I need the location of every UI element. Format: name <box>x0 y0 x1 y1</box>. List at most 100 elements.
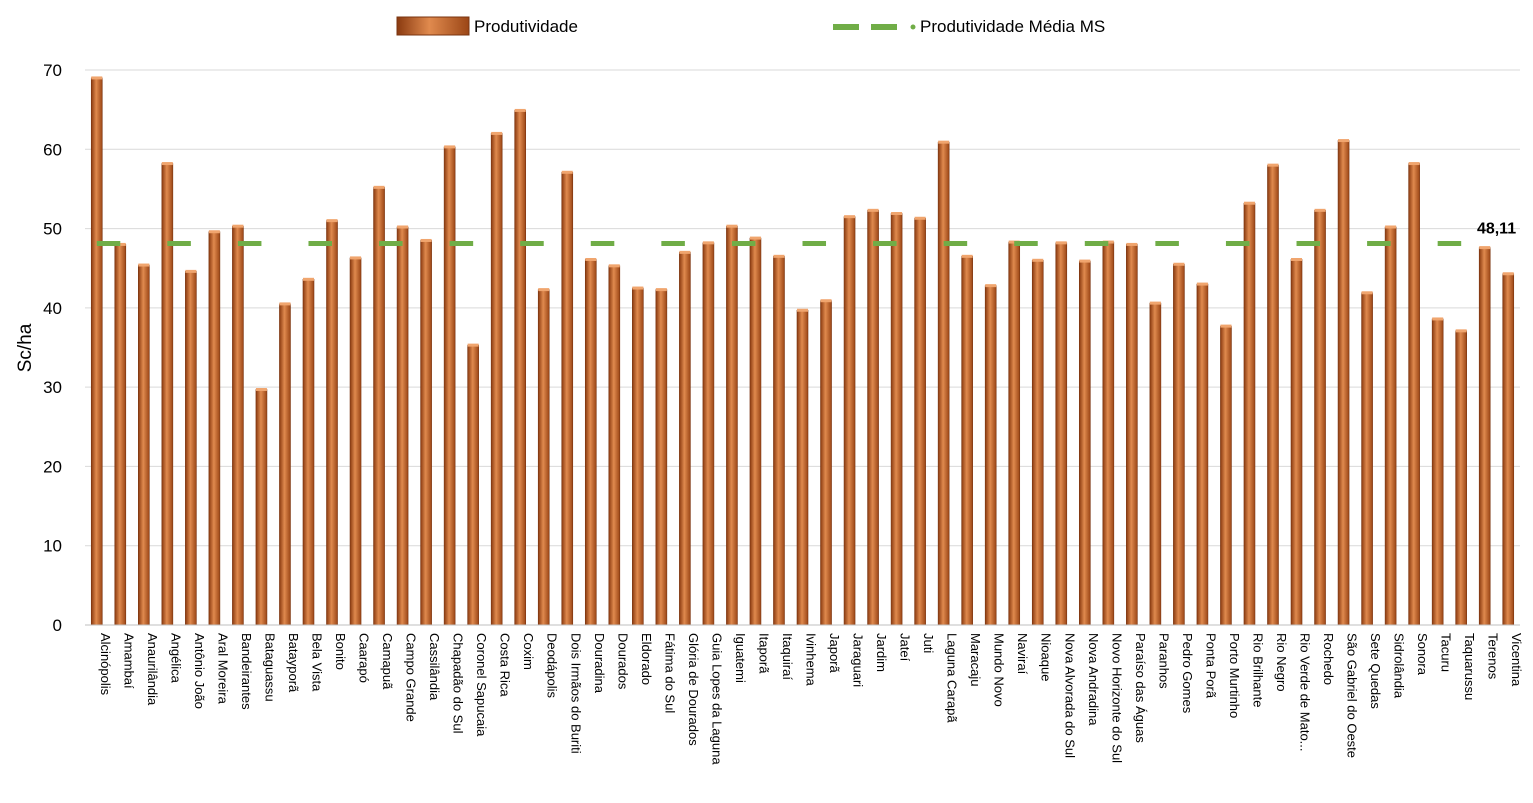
x-category-label: Terenos <box>1486 633 1501 680</box>
x-category-label: Tacuru <box>1439 633 1454 672</box>
bar <box>514 108 527 626</box>
x-category-label: Douradina <box>592 633 607 694</box>
bar-cap <box>1408 162 1420 166</box>
bar-cap <box>1173 262 1185 266</box>
x-category-label: Vicentina <box>1509 633 1524 687</box>
average-value-label: 48,11 <box>1477 221 1516 238</box>
bar <box>796 308 809 626</box>
bar-body <box>914 217 926 626</box>
bar-body <box>843 216 856 626</box>
bar-cap <box>232 224 244 228</box>
legend-dot-average <box>910 24 916 30</box>
bar-body <box>302 279 315 626</box>
bar-cap <box>467 343 479 347</box>
bar <box>1267 163 1279 626</box>
bar-cap <box>373 185 385 189</box>
bar <box>702 241 715 626</box>
bar-body <box>326 220 338 626</box>
y-tick-label: 60 <box>43 140 62 159</box>
bar-cap <box>726 224 738 228</box>
bar <box>185 269 197 626</box>
bar-cap <box>702 241 714 245</box>
x-category-label: Fátima do Sul <box>662 633 677 713</box>
x-category-label: Bonito <box>333 633 348 670</box>
bar <box>1502 272 1515 626</box>
bar <box>420 238 432 626</box>
bar <box>138 263 150 626</box>
bar-body <box>514 110 527 626</box>
bar-body <box>90 77 103 626</box>
bar-cap <box>1032 258 1044 262</box>
x-category-label: Novo Horizonte do Sul <box>1109 633 1124 763</box>
bar-body <box>679 252 691 626</box>
bar <box>984 284 997 626</box>
bar-cap <box>91 76 103 80</box>
x-category-label: Paraíso das Águas <box>1133 633 1148 743</box>
bar-body <box>467 344 479 626</box>
x-category-label: Dois Irmãos do Buriti <box>568 633 583 754</box>
x-category-label: Chapadão do Sul <box>451 633 466 734</box>
bar <box>1196 282 1209 626</box>
bar <box>1361 291 1373 626</box>
bar <box>1220 324 1232 626</box>
bar-body <box>561 171 574 626</box>
x-category-label: Antônio João <box>192 633 207 709</box>
y-tick-label: 50 <box>43 220 62 239</box>
bar <box>396 225 409 626</box>
bar-body <box>1173 263 1185 626</box>
x-category-label: Sidrolândia <box>1392 633 1407 699</box>
bar-cap <box>1455 329 1467 333</box>
bar-body <box>255 389 268 626</box>
x-category-label: Nova Alvorada do Sul <box>1062 633 1077 758</box>
x-category-label: Cassilândia <box>427 633 442 701</box>
x-category-label: Aral Moreira <box>215 633 230 705</box>
bar-body <box>1126 244 1138 626</box>
bar-body <box>702 242 715 626</box>
bar-body <box>1408 163 1420 626</box>
bar <box>632 286 644 626</box>
bar <box>279 302 291 626</box>
bar-cap <box>138 263 150 267</box>
x-category-label: Rochedo <box>1321 633 1336 685</box>
bar-body <box>1149 302 1162 626</box>
bar <box>1149 301 1162 626</box>
x-category-label: Jateí <box>898 633 913 662</box>
bar-cap <box>1479 246 1491 250</box>
bar-body <box>349 257 362 626</box>
bar-cap <box>326 219 338 223</box>
bar <box>1031 258 1044 626</box>
bar <box>467 343 479 626</box>
x-category-label: Rio Brilhante <box>1250 633 1265 707</box>
bar-cap <box>420 238 432 242</box>
bar-body <box>961 256 973 626</box>
x-category-label: Costa Rica <box>498 633 513 697</box>
bar-body <box>1196 283 1209 626</box>
bar-body <box>490 133 503 626</box>
bar <box>373 185 385 626</box>
bar-body <box>867 210 879 626</box>
bar-cap <box>1267 163 1279 167</box>
bar-cap <box>1502 272 1514 276</box>
bar <box>1431 317 1444 626</box>
legend-swatch-bars <box>396 16 470 36</box>
bar-body <box>1431 318 1444 626</box>
x-category-label: Amambaí <box>121 633 136 689</box>
bar-cap <box>938 140 950 144</box>
x-category-label: Campo Grande <box>404 633 419 722</box>
bar-cap <box>1196 282 1208 286</box>
bar-body <box>1384 226 1397 626</box>
legend: Produtividade Produtividade Média MS <box>396 16 1105 36</box>
bar-cap <box>444 145 456 149</box>
x-category-label: Bela Vista <box>309 633 324 692</box>
x-category-label: Angélica <box>168 633 183 684</box>
x-category-label: Bandeirantes <box>239 633 254 710</box>
bar-cap <box>1338 139 1350 143</box>
x-category-label: Porto Murtinho <box>1227 633 1242 718</box>
x-category-label: Nova Andradina <box>1086 633 1101 726</box>
bar-cap <box>161 162 173 166</box>
bar-body <box>279 303 291 626</box>
y-axis-title: Sc/ha <box>15 323 36 372</box>
x-category-label: Paranhos <box>1156 633 1171 689</box>
bar-cap <box>797 308 808 312</box>
